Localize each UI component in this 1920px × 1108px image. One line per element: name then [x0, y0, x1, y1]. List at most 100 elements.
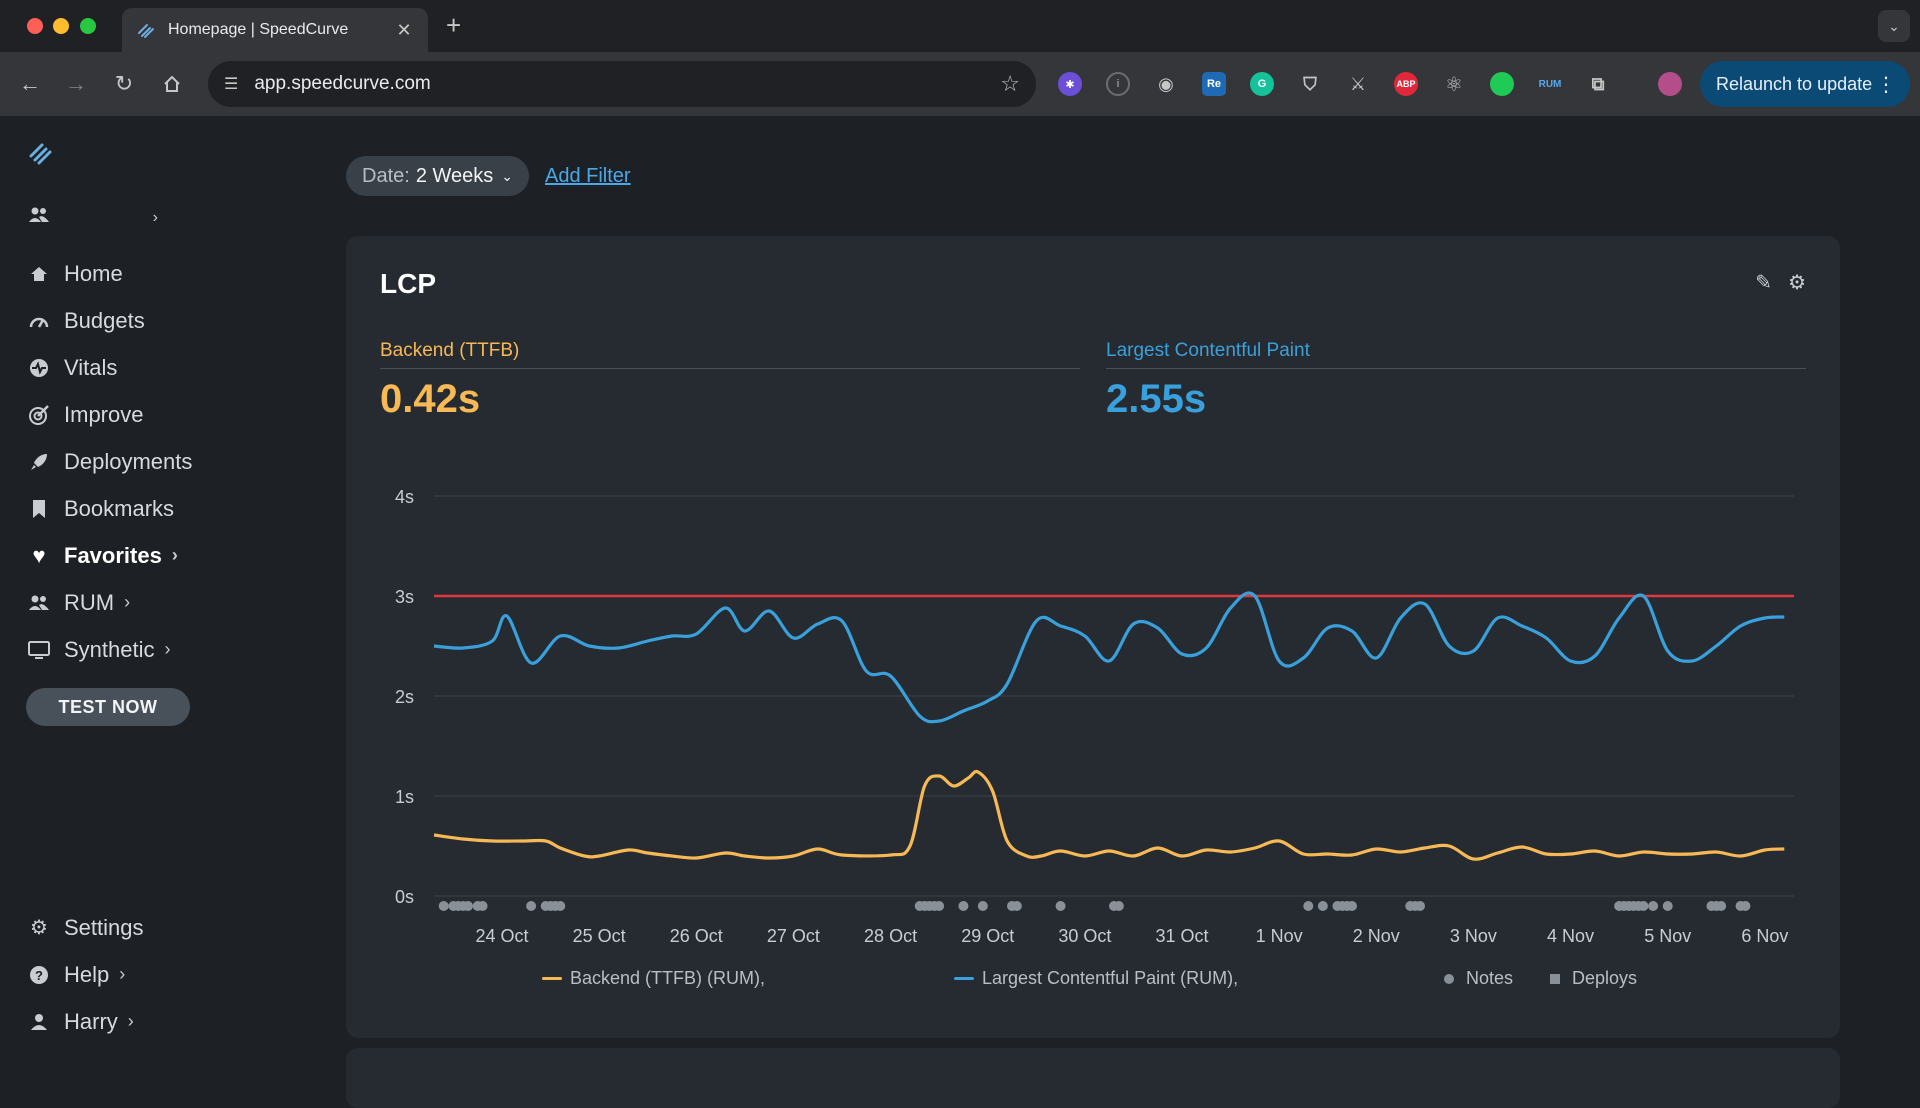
sidebar-item-label: Budgets	[64, 307, 145, 333]
x-tick-label: 26 Oct	[670, 926, 723, 946]
extension-shield-icon[interactable]: ⛉	[1303, 73, 1317, 94]
team-switcher[interactable]: ›	[28, 206, 158, 229]
extensions-puzzle-icon[interactable]: ⧉	[1591, 73, 1605, 94]
legend-item-notes[interactable]: Notes	[1444, 968, 1513, 989]
browser-tab-bar: Homepage | SpeedCurve ✕ + ⌄	[0, 0, 1920, 52]
note-marker	[1113, 901, 1124, 911]
chevron-right-icon: ›	[152, 208, 158, 226]
metric-label: Backend (TTFB)	[380, 340, 1080, 369]
url-text: app.speedcurve.com	[254, 73, 431, 94]
profile-avatar[interactable]	[1658, 72, 1682, 96]
chevron-right-icon: ›	[124, 592, 131, 612]
speedcurve-logo-icon[interactable]	[26, 138, 56, 168]
new-tab-button[interactable]: +	[446, 10, 462, 40]
relaunch-to-update-button[interactable]: Relaunch to update ⋮	[1700, 61, 1910, 107]
metric-lcp: Largest Contentful Paint 2.55s	[1106, 340, 1806, 422]
team-users-icon	[28, 206, 50, 229]
sidebar-item-settings[interactable]: ⚙ Settings	[28, 904, 143, 951]
y-tick-label: 2s	[395, 687, 414, 707]
back-arrow-icon[interactable]: ←	[19, 71, 41, 96]
note-marker	[1055, 901, 1066, 911]
extension-react-icon[interactable]: ⚛	[1445, 73, 1463, 96]
chevron-right-icon: ›	[164, 639, 171, 659]
extension-green-dot-icon[interactable]	[1490, 72, 1514, 96]
x-tick-label: 5 Nov	[1644, 926, 1691, 946]
extension-adblock-icon[interactable]: ABP	[1394, 72, 1418, 96]
metric-value: 2.55s	[1106, 377, 1207, 421]
sidebar-item-vitals[interactable]: Vitals	[28, 344, 192, 391]
tab-close-icon[interactable]: ✕	[396, 19, 412, 40]
legend-label: Deploys	[1572, 968, 1638, 988]
card-title: LCP	[380, 268, 436, 299]
app-page: › Home Budgets Vitals Improve Deployment…	[0, 116, 1920, 1108]
note-marker	[1716, 901, 1727, 911]
gear-icon: ⚙	[30, 917, 48, 939]
gear-icon[interactable]: ⚙	[1788, 272, 1806, 294]
target-icon	[28, 404, 50, 426]
reload-icon[interactable]: ↻	[114, 71, 134, 96]
x-tick-label: 27 Oct	[767, 926, 820, 946]
window-maximize-button[interactable]	[80, 18, 96, 34]
browser-toolbar: ← → ↻ ☰ app.speedcurve.com ☆ ✱ i ◉ Re G …	[0, 52, 1920, 116]
address-bar[interactable]: ☰ app.speedcurve.com ☆	[208, 61, 1036, 107]
monitor-icon	[28, 639, 50, 661]
extension-gear-purple-icon[interactable]: ✱	[1058, 72, 1082, 96]
legend-item-deploys[interactable]: Deploys	[1550, 968, 1637, 989]
gauge-icon	[28, 310, 50, 332]
extension-grammarly-icon[interactable]: G	[1250, 72, 1274, 96]
metric-backend: Backend (TTFB) 0.42s	[380, 340, 1080, 422]
extension-pin-icon[interactable]: ⚔	[1349, 73, 1367, 94]
series-lcp-line	[433, 591, 1785, 724]
extension-camera-icon[interactable]: ◉	[1158, 73, 1174, 94]
note-marker	[477, 901, 488, 911]
sidebar: › Home Budgets Vitals Improve Deployment…	[0, 116, 300, 1080]
note-marker	[1011, 901, 1022, 911]
sidebar-nav: Home Budgets Vitals Improve Deployments …	[28, 250, 192, 673]
sidebar-item-budgets[interactable]: Budgets	[28, 297, 192, 344]
note-marker	[1347, 901, 1357, 911]
bookmark-star-icon[interactable]: ☆	[1000, 71, 1020, 96]
x-tick-label: 29 Oct	[961, 926, 1014, 946]
sidebar-item-synthetic[interactable]: Synthetic ›	[28, 626, 192, 673]
sidebar-item-help[interactable]: ? Help ›	[28, 951, 144, 998]
note-marker	[1740, 901, 1751, 911]
note-marker	[934, 901, 945, 911]
more-menu-icon[interactable]: ⋮	[1876, 73, 1896, 96]
forward-arrow-icon[interactable]: →	[65, 71, 87, 96]
tab-search-chevron-icon[interactable]: ⌄	[1878, 10, 1910, 42]
x-tick-label: 24 Oct	[475, 926, 528, 946]
home-icon	[28, 263, 50, 285]
sidebar-item-favorites[interactable]: ♥ Favorites ›	[28, 532, 192, 579]
browser-tab[interactable]: Homepage | SpeedCurve ✕	[122, 8, 428, 52]
sidebar-item-label: Home	[64, 260, 123, 286]
sidebar-item-bookmarks[interactable]: Bookmarks	[28, 485, 192, 532]
extension-re-icon[interactable]: Re	[1202, 72, 1226, 96]
window-minimize-button[interactable]	[53, 18, 69, 34]
lcp-chart-card: LCP ✎ ⚙ Backend (TTFB) 0.42s Largest Con…	[346, 236, 1840, 1038]
sidebar-item-improve[interactable]: Improve	[28, 391, 192, 438]
sidebar-item-label: Deployments	[64, 448, 193, 474]
sidebar-item-label: RUM	[64, 589, 115, 615]
sidebar-item-deployments[interactable]: Deployments	[28, 438, 192, 485]
extension-rum-icon[interactable]: RUM	[1538, 78, 1562, 90]
add-filter-link[interactable]: Add Filter	[545, 164, 631, 187]
sidebar-item-user[interactable]: Harry ›	[28, 998, 144, 1045]
window-close-button[interactable]	[27, 18, 43, 34]
extension-info-icon[interactable]: i	[1106, 72, 1130, 96]
sidebar-item-rum[interactable]: RUM ›	[28, 579, 192, 626]
note-marker	[463, 901, 473, 911]
filter-bar: Date: 2 Weeks ⌄ Add Filter	[346, 156, 631, 196]
sidebar-item-home[interactable]: Home	[28, 250, 192, 297]
home-icon[interactable]	[158, 70, 186, 98]
rocket-icon	[28, 451, 50, 473]
legend-item-backend[interactable]: Backend (TTFB) (RUM),	[542, 968, 765, 989]
speedcurve-favicon-icon	[138, 24, 154, 38]
date-filter-label: Date:	[362, 164, 410, 187]
date-filter-dropdown[interactable]: Date: 2 Weeks ⌄	[346, 156, 529, 196]
y-tick-label: 0s	[395, 887, 414, 907]
edit-pencil-icon[interactable]: ✎	[1755, 272, 1773, 294]
legend-item-lcp[interactable]: Largest Contentful Paint (RUM),	[954, 968, 1238, 989]
svg-text:?: ?	[35, 968, 43, 983]
site-info-icon[interactable]: ☰	[224, 76, 239, 93]
test-now-button[interactable]: TEST NOW	[26, 688, 190, 726]
